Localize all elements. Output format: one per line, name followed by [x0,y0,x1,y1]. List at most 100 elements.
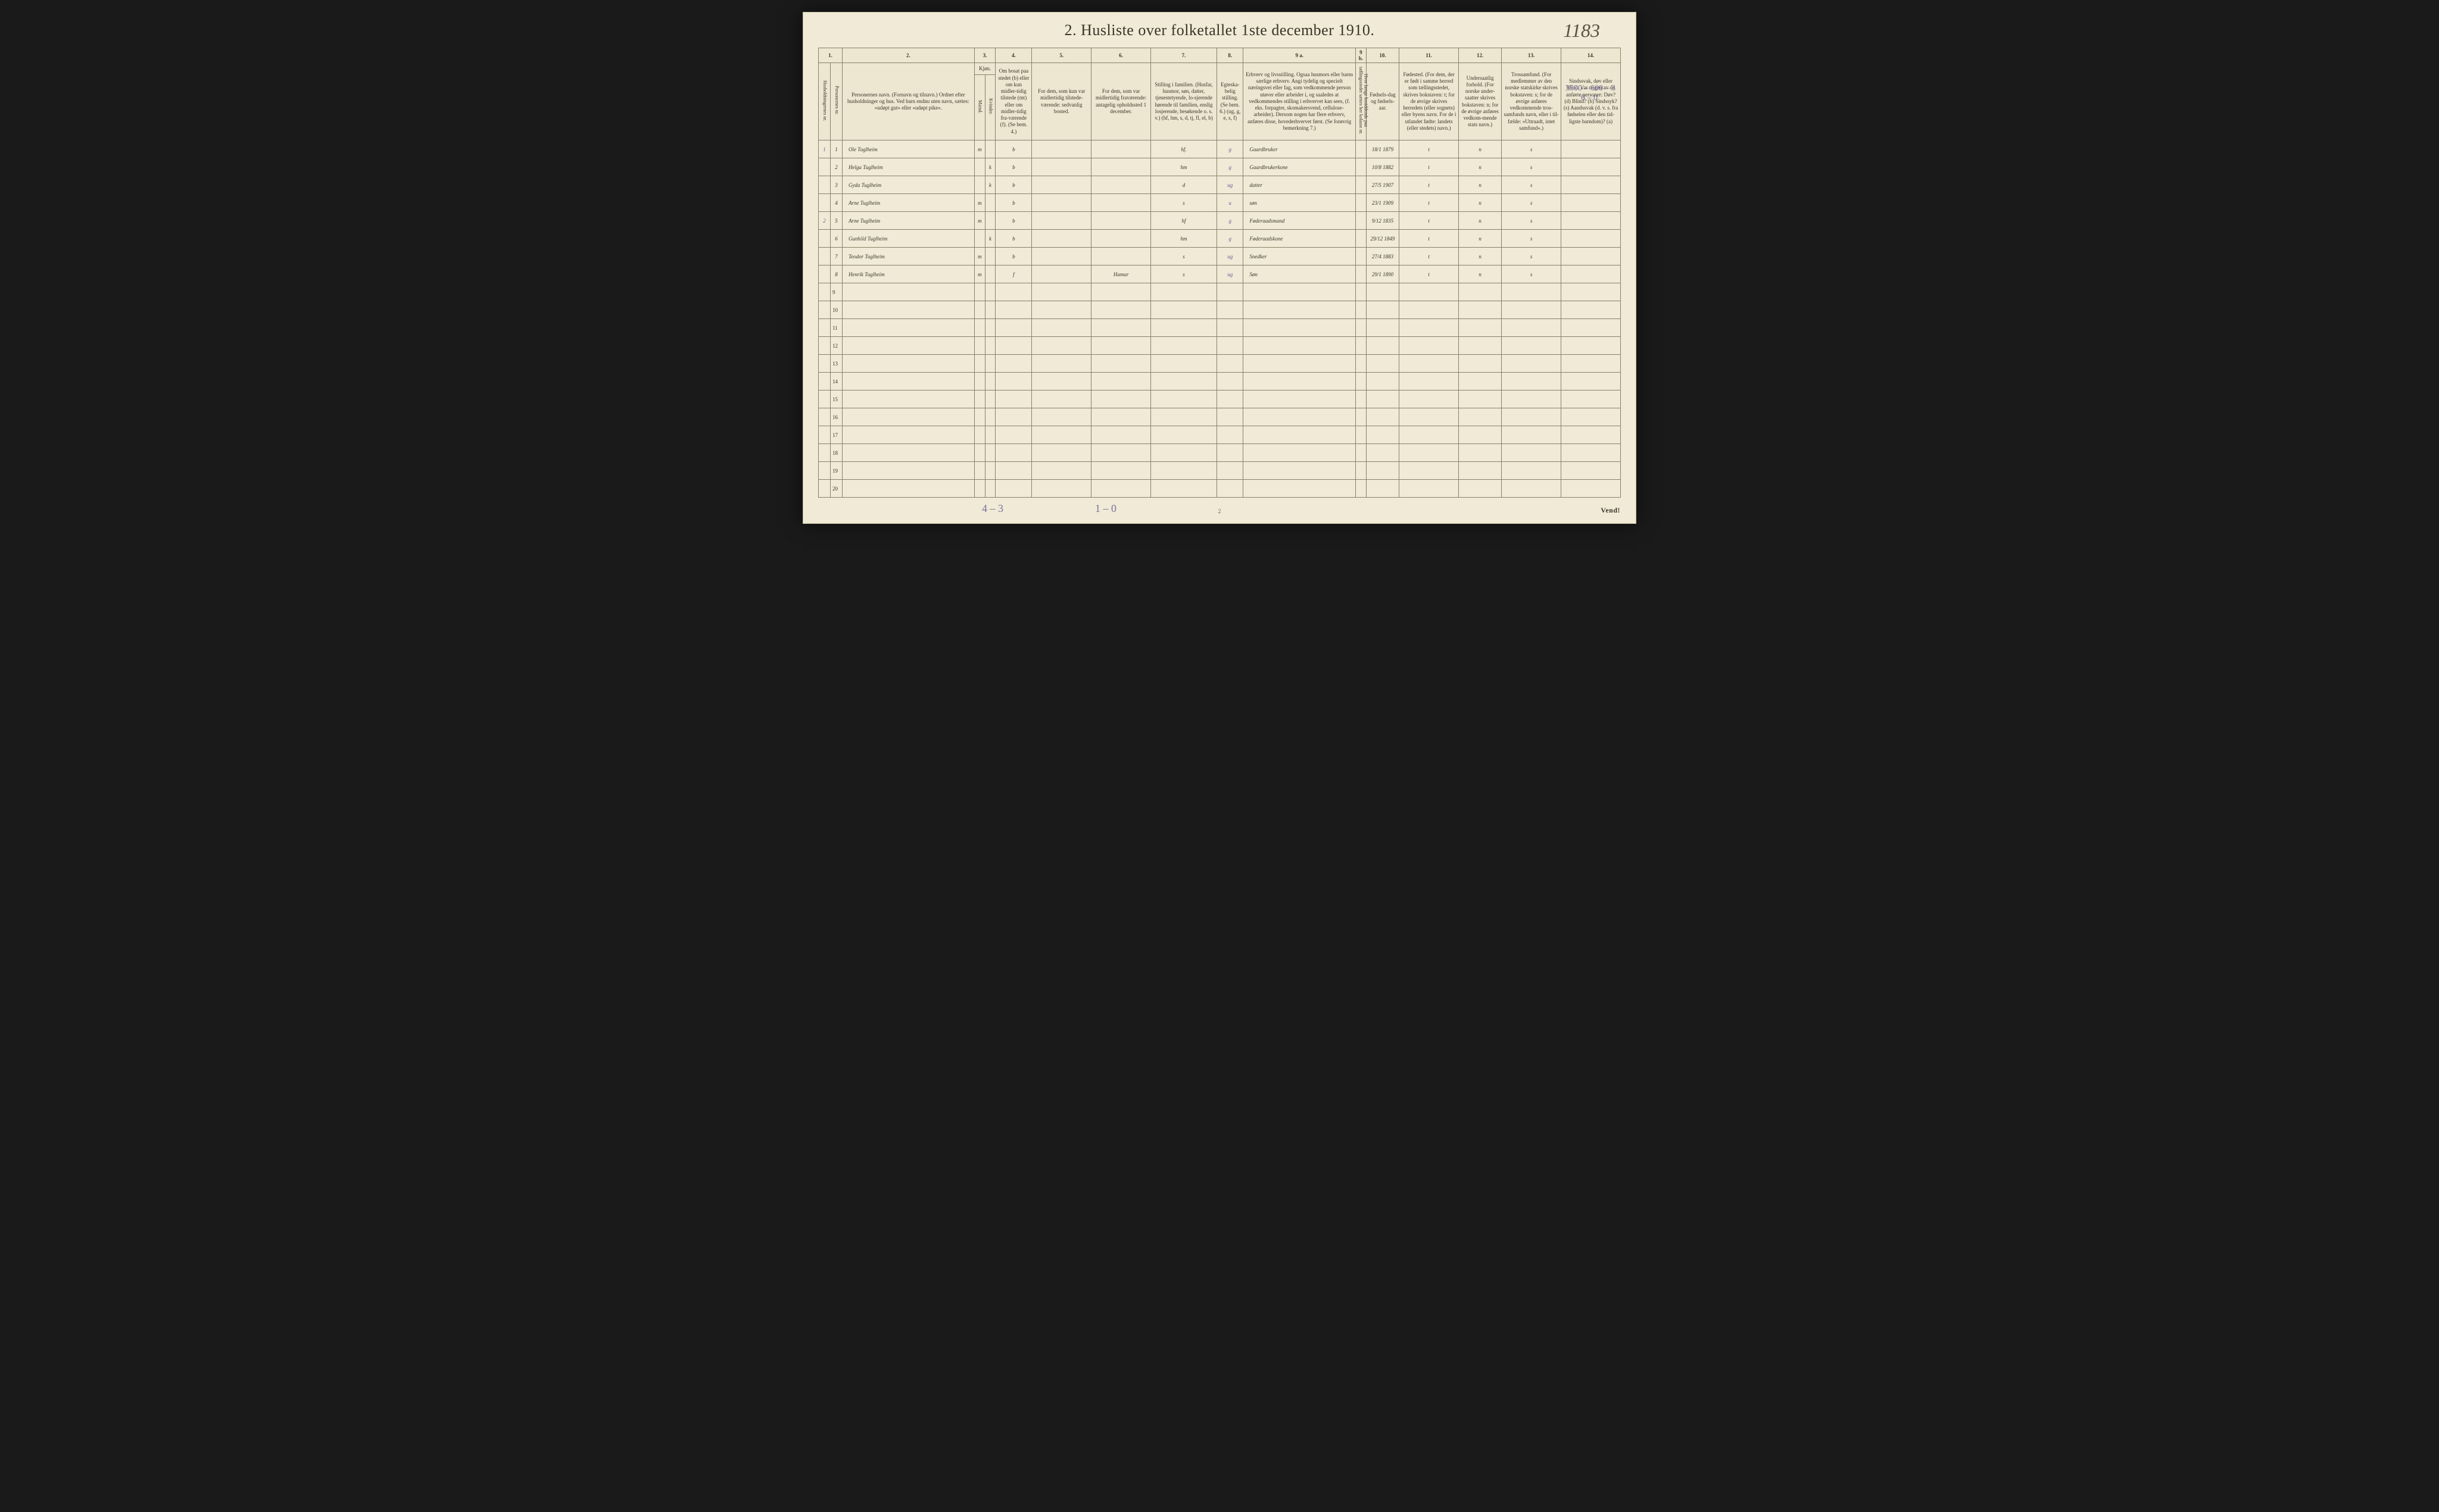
hdr-sex-k: Kvinder. [985,75,996,140]
cell-empty: 16 [830,408,842,426]
cell-empty [985,480,996,498]
cell-empty [1217,337,1243,355]
cell-tros: s [1502,158,1561,176]
table-row: 8Henrik TuglheimmfHamarsugSøn29/1 1890tn… [819,265,1621,283]
cell-empty [819,319,831,337]
cell-under: n [1459,265,1502,283]
corner-number: 1183 [1563,20,1600,42]
cell-empty [1502,373,1561,391]
cell-midl-f [1091,158,1151,176]
cell-tros: s [1502,140,1561,158]
cell-empty [1366,480,1399,498]
cell-empty [1091,337,1151,355]
cell-sinds [1561,158,1621,176]
cell-empty [1217,462,1243,480]
page-number-bottom: 2 [1218,508,1221,515]
cell-hvor [1356,140,1367,158]
cell-sex-k [985,265,996,283]
cell-empty [842,301,974,319]
cell-egte: g [1217,212,1243,230]
cell-empty [1032,391,1091,408]
cell-empty: 17 [830,426,842,444]
cell-sex-m: m [974,194,985,212]
cell-sex-k [985,248,996,265]
cell-empty [842,480,974,498]
cell-egte: g [1217,158,1243,176]
cell-pers: 4 [830,194,842,212]
cell-egte: ug [1217,176,1243,194]
cell-empty [1151,444,1217,462]
colnum-12: 12. [1459,48,1502,63]
cell-fodsel: 23/1 1909 [1366,194,1399,212]
cell-stilling: hm [1151,230,1217,248]
cell-bosat: b [996,248,1032,265]
cell-empty [1366,355,1399,373]
cell-empty [974,301,985,319]
cell-empty [842,391,974,408]
cell-egte: ug [1217,265,1243,283]
cell-empty [842,426,974,444]
cell-empty [1459,462,1502,480]
cell-stilling: s [1151,265,1217,283]
cell-erhverv: Gaardbruker [1243,140,1356,158]
cell-empty [1217,408,1243,426]
cell-empty [1091,444,1151,462]
cell-sinds [1561,194,1621,212]
cell-empty [974,480,985,498]
cell-empty [1366,391,1399,408]
cell-tros: s [1502,176,1561,194]
table-row: 4Arne Tuglheimmbsusøn23/1 1909tns [819,194,1621,212]
cell-fodested: t [1399,158,1459,176]
cell-hvor [1356,248,1367,265]
cell-empty [819,373,831,391]
cell-empty [1399,408,1459,426]
cell-empty [1217,319,1243,337]
header-row: Husholdningernes nr. Personernes nr. Per… [819,63,1621,75]
hdr-erhverv: Erhverv og livsstilling. Ogsaa husmors e… [1243,63,1356,140]
cell-empty [974,319,985,337]
cell-empty [1459,480,1502,498]
cell-empty [1399,301,1459,319]
cell-empty [1399,391,1459,408]
cell-empty [1243,337,1356,355]
census-table: 1. 2. 3. 4. 5. 6. 7. 8. 9 a. 9 b. 10. 11… [818,48,1621,498]
cell-empty [819,462,831,480]
cell-name: Gyda Tuglheim [842,176,974,194]
cell-empty [842,373,974,391]
cell-midl-t [1032,158,1091,176]
cell-empty: 11 [830,319,842,337]
cell-pers: 2 [830,158,842,176]
cell-empty [1366,337,1399,355]
cell-empty [1399,319,1459,337]
table-row-empty: 16 [819,408,1621,426]
cell-pers: 8 [830,265,842,283]
table-row-empty: 14 [819,373,1621,391]
cell-sex-m: m [974,248,985,265]
cell-hush: 1 [819,140,831,158]
cell-empty [985,337,996,355]
cell-fodsel: 27/4 1883 [1366,248,1399,265]
cell-empty [996,408,1032,426]
cell-empty [1032,408,1091,426]
cell-fodested: t [1399,176,1459,194]
cell-empty [1243,391,1356,408]
colnum-2: 2. [842,48,974,63]
cell-fodested: t [1399,194,1459,212]
table-body: 11Ole Tuglheimmbhf.gGaardbruker18/1 1879… [819,140,1621,498]
cell-empty: 19 [830,462,842,480]
cell-egte: u [1217,194,1243,212]
table-row: 6Gunhild TuglheimkbhmgFøderaadskone29/12… [819,230,1621,248]
cell-fodsel: 27/5 1907 [1366,176,1399,194]
cell-empty [996,444,1032,462]
colnum-7: 7. [1151,48,1217,63]
cell-under: n [1459,194,1502,212]
cell-empty [1366,408,1399,426]
cell-name: Henrik Tuglheim [842,265,974,283]
cell-empty [1217,373,1243,391]
hdr-hvor: Hvor længe bosiddende paa tællingsstedet… [1356,63,1367,140]
top-annotation-1: 3500 – 600 – 3 [1565,84,1615,93]
cell-pers: 3 [830,176,842,194]
cell-empty [996,426,1032,444]
cell-sex-m [974,158,985,176]
colnum-9b: 9 b. [1356,48,1367,63]
